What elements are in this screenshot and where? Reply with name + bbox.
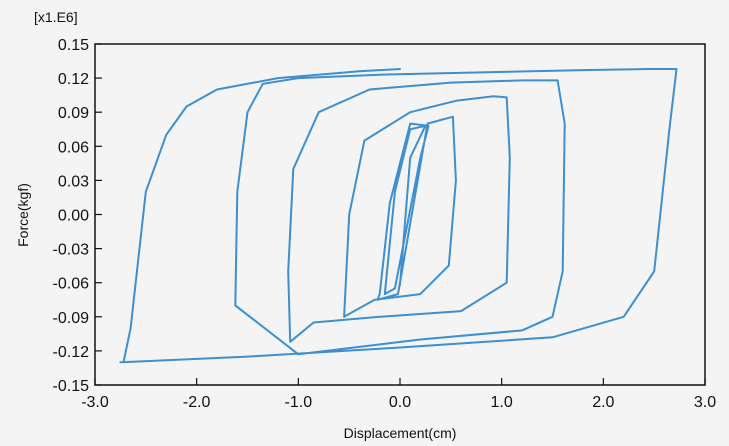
x-tick-label: 0.0: [389, 394, 411, 411]
y-tick-label: -0.12: [53, 344, 90, 361]
x-axis-ticks: -3.0 -2.0 -1.0 0.0 1.0 2.0 3.0: [81, 378, 716, 411]
x-tick-label: -1.0: [285, 394, 313, 411]
x-tick-label: -3.0: [81, 394, 109, 411]
y-tick-label: -0.06: [53, 276, 90, 293]
x-axis-label: Displacement(cm): [344, 425, 457, 441]
y-tick-label: 0.06: [58, 139, 89, 156]
y-multiplier-label: [x1.E6]: [34, 9, 78, 25]
y-tick-label: -0.15: [53, 378, 90, 395]
y-axis-label: Force(kgf): [15, 183, 31, 247]
y-tick-label: 0.03: [58, 173, 89, 190]
x-tick-label: -2.0: [183, 394, 211, 411]
y-tick-label: 0.00: [58, 208, 89, 225]
y-tick-label: 0.12: [58, 71, 89, 88]
x-tick-label: 3.0: [694, 394, 716, 411]
y-tick-label: -0.03: [53, 242, 90, 259]
x-tick-label: 1.0: [491, 394, 513, 411]
plot-frame: [94, 43, 706, 386]
y-tick-label: -0.09: [53, 310, 90, 327]
x-tick-label: 2.0: [592, 394, 614, 411]
y-tick-label: 0.09: [58, 105, 89, 122]
series-line-hysteresis: [119, 68, 678, 364]
y-axis-ticks: 0.15 0.12 0.09 0.06 0.03 0.00 -0.03 -0.06 -0.09 -…: [53, 37, 102, 395]
y-tick-label: 0.15: [58, 37, 89, 54]
